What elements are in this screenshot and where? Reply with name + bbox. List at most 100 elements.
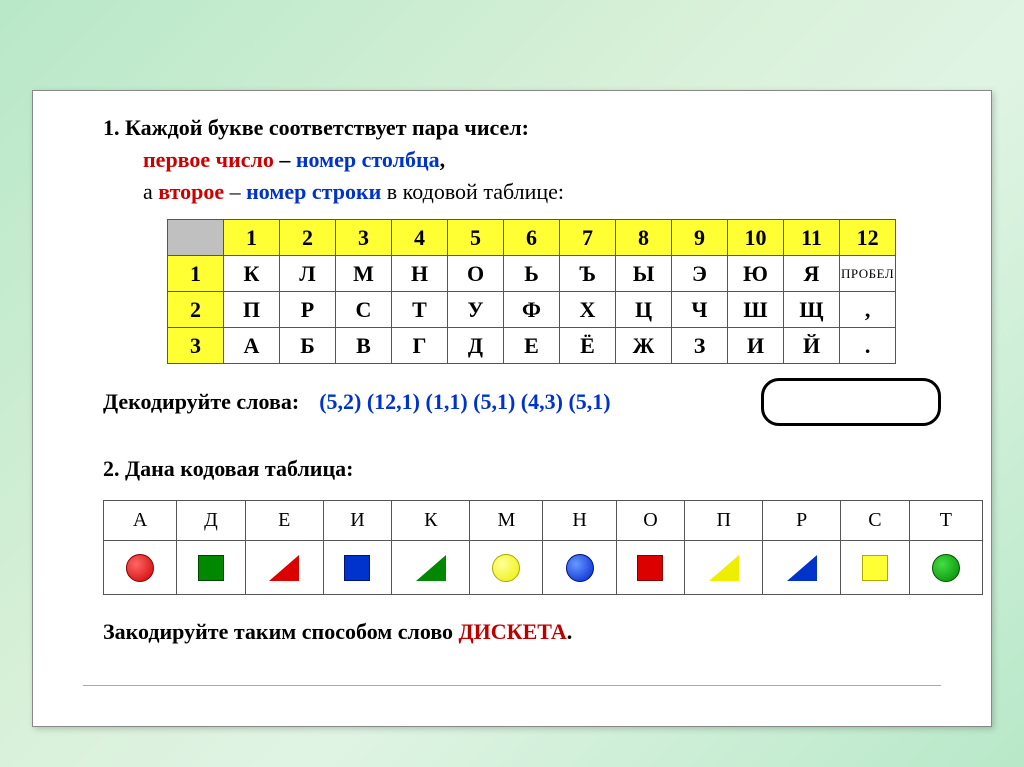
row-h: 2 [168,292,224,328]
corner-cell [168,220,224,256]
second: второе [158,179,224,204]
code-table: 1 2 3 4 5 6 7 8 9 10 11 12 1 К Л М Н О Ь… [167,219,896,364]
cell: Й [784,328,840,364]
cell: Ё [560,328,616,364]
cell: . [840,328,896,364]
a: а [143,179,158,204]
cell: П [224,292,280,328]
square-yellow-icon [862,555,888,581]
worksheet-card: 1. Каждой букве соответствует пара чисел… [32,90,992,727]
cell: Т [392,292,448,328]
row-label: номер строки [246,179,381,204]
row-h: 1 [168,256,224,292]
row-1: 1 К Л М Н О Ь Ъ Ы Э Ю Я ПРОБЕЛ [168,256,896,292]
encode-line: Закодируйте таким способом слово ДИСКЕТА… [103,619,961,645]
col-h: 7 [560,220,616,256]
dash2: – [224,179,246,204]
shape-cell [909,541,982,595]
cell: Ю [728,256,784,292]
cell: Ч [672,292,728,328]
letter: К [392,501,470,541]
cell: Р [280,292,336,328]
triangle-red-icon [269,555,299,581]
letter: Р [763,501,841,541]
cell: Н [392,256,448,292]
letter: М [470,501,543,541]
cell: У [448,292,504,328]
col-h: 3 [336,220,392,256]
shape-cell [177,541,246,595]
cell-space: ПРОБЕЛ [840,256,896,292]
shape-cell [245,541,323,595]
letter: П [685,501,763,541]
encode-dot: . [567,619,573,644]
cell: С [336,292,392,328]
cell: З [672,328,728,364]
letter: И [323,501,392,541]
col-h: 5 [448,220,504,256]
cell: Л [280,256,336,292]
cell: М [336,256,392,292]
cell: В [336,328,392,364]
triangle-yellow-icon [709,555,739,581]
cell: Ш [728,292,784,328]
col-h: 4 [392,220,448,256]
answer-box[interactable] [761,378,941,426]
shape-cell [616,541,685,595]
encode-word: ДИСКЕТА [459,619,567,644]
triangle-blue-icon [787,555,817,581]
triangle-green-icon [416,555,446,581]
cell: Щ [784,292,840,328]
col-h: 8 [616,220,672,256]
encode-prefix: Закодируйте таким способом слово [103,619,459,644]
shape-cell [470,541,543,595]
shape-cell [104,541,177,595]
square-blue-icon [344,555,370,581]
task2-line: 2. Дана кодовая таблица: [103,456,961,482]
shape-cell [763,541,841,595]
col-h: 10 [728,220,784,256]
shape-cell [323,541,392,595]
cell: Ф [504,292,560,328]
shape-cell [685,541,763,595]
cell: Я [784,256,840,292]
cell: Э [672,256,728,292]
task1-intro: Каждой букве соответствует пара чисел: [125,115,529,140]
divider [83,685,941,686]
letter: Д [177,501,246,541]
cell: Ы [616,256,672,292]
col-h: 6 [504,220,560,256]
circle-green-icon [932,554,960,582]
shape-cell [392,541,470,595]
task1-line2: первое число – номер столбца, [143,147,961,173]
col-h: 9 [672,220,728,256]
cell: Х [560,292,616,328]
cell: Д [448,328,504,364]
cell: Ц [616,292,672,328]
decode-codes: (5,2) (12,1) (1,1) (5,1) (4,3) (5,1) [319,389,610,415]
cell: К [224,256,280,292]
dash1: – [274,147,296,172]
task1-number: 1. [103,115,120,140]
shape-cell [543,541,616,595]
row-3: 3 А Б В Г Д Е Ё Ж З И Й . [168,328,896,364]
cell: Ъ [560,256,616,292]
shape-cell [841,541,910,595]
task1-line3: а второе – номер строки в кодовой таблиц… [143,179,961,205]
tail: в кодовой таблице: [381,179,564,204]
cell: О [448,256,504,292]
row-2: 2 П Р С Т У Ф Х Ц Ч Ш Щ , [168,292,896,328]
cell: И [728,328,784,364]
letter: С [841,501,910,541]
circle-yellow-icon [492,554,520,582]
decode-label: Декодируйте слова: [103,389,299,415]
circle-blue-icon [566,554,594,582]
square-red-icon [637,555,663,581]
letters-row: А Д Е И К М Н О П Р С Т [104,501,983,541]
col-h: 11 [784,220,840,256]
letter: О [616,501,685,541]
square-green-icon [198,555,224,581]
letter: Н [543,501,616,541]
cell: Б [280,328,336,364]
comma: , [440,147,446,172]
